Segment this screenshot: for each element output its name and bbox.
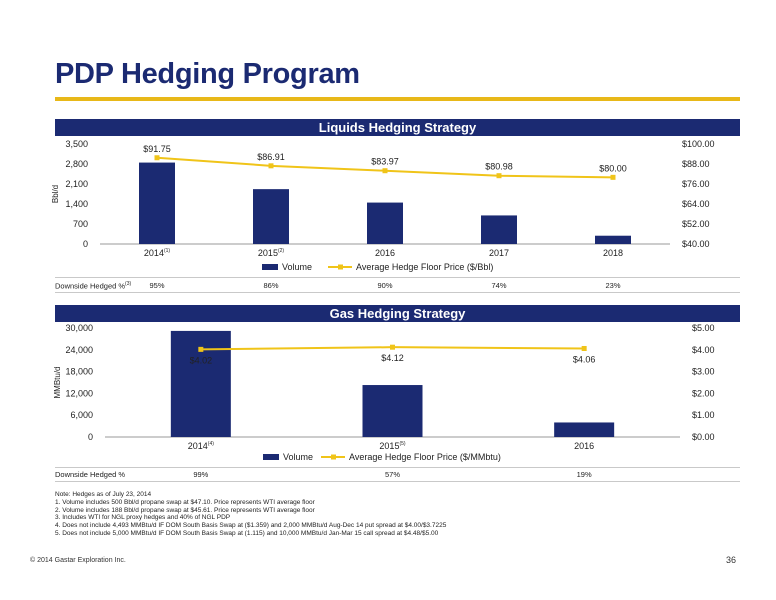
page-title: PDP Hedging Program bbox=[55, 58, 360, 90]
footnote-4: 4. Does not include 4,493 MMBtu/d IF DOM… bbox=[55, 522, 447, 530]
gas-hedged-value-1: 57% bbox=[384, 470, 400, 479]
gas-y2-tick: $1.00 bbox=[692, 410, 715, 420]
footnote-0: Note: Hedges as of July 23, 2014 bbox=[55, 491, 152, 498]
gas-price-label-2016: $4.06 bbox=[573, 354, 596, 364]
liquids-y2-tick: $64.00 bbox=[682, 199, 710, 209]
liquids-legend-volume-label: Volume bbox=[282, 262, 312, 272]
liquids-y-tick: 0 bbox=[83, 239, 88, 249]
gas-bar-2014 bbox=[170, 330, 231, 437]
liquids-y-label: Bbl/d bbox=[51, 185, 60, 203]
liquids-legend-volume-swatch bbox=[262, 264, 278, 270]
gas-separator bbox=[55, 467, 740, 468]
liquids-price-point-2018 bbox=[610, 174, 616, 180]
footnote-1: 1. Volume includes 500 Bbl/d propane swa… bbox=[55, 498, 315, 506]
gas-y-tick: 0 bbox=[88, 432, 93, 442]
liquids-y-tick: 700 bbox=[73, 219, 88, 229]
gas-banner: Gas Hedging Strategy bbox=[55, 305, 740, 322]
liquids-y-tick: 3,500 bbox=[65, 139, 88, 149]
liquids-category-2017: 2017 bbox=[489, 248, 509, 258]
liquids-separator bbox=[55, 277, 740, 278]
gas-category-2015: 2015(5) bbox=[379, 441, 405, 451]
liquids-y2-tick: $100.00 bbox=[682, 139, 715, 149]
liquids-hedged-value-1: 86% bbox=[263, 281, 279, 290]
liquids-hedged-value-4: 23% bbox=[605, 281, 621, 290]
gas-y2-tick: $5.00 bbox=[692, 323, 715, 333]
liquids-price-point-2016 bbox=[382, 168, 388, 174]
title-underline bbox=[55, 97, 740, 101]
gas-y2-tick: $4.00 bbox=[692, 345, 715, 355]
liquids-category-2018: 2018 bbox=[603, 248, 623, 258]
liquids-y2-tick: $40.00 bbox=[682, 239, 710, 249]
copyright: © 2014 Gastar Exploration Inc. bbox=[30, 557, 126, 564]
liquids-price-label-2015: $86.91 bbox=[257, 152, 285, 162]
gas-bar-2015 bbox=[362, 385, 423, 437]
gas-separator-bottom bbox=[55, 481, 740, 482]
gas-price-point-2015 bbox=[390, 344, 395, 350]
gas-y-label: MMBtu/d bbox=[53, 366, 62, 398]
liquids-y-tick: 1,400 bbox=[65, 199, 88, 209]
gas-category-2014: 2014(4) bbox=[188, 441, 214, 451]
gas-legend-volume-swatch bbox=[263, 454, 279, 460]
liquids-bar-2017 bbox=[481, 215, 517, 244]
gas-hedged-value-0: 99% bbox=[193, 470, 209, 479]
liquids-hedged-label: Downside Hedged %(3) bbox=[55, 281, 132, 291]
gas-y-tick: 24,000 bbox=[65, 345, 93, 355]
liquids-hedged-value-3: 74% bbox=[491, 281, 507, 290]
liquids-y-tick: 2,100 bbox=[65, 179, 88, 189]
gas-price-point-2016 bbox=[581, 345, 587, 351]
gas-category-2016: 2016 bbox=[574, 441, 594, 451]
gas-legend-volume-label: Volume bbox=[283, 452, 313, 462]
liquids-bar-2014 bbox=[139, 162, 175, 244]
gas-y-tick: 18,000 bbox=[65, 367, 93, 377]
liquids-banner: Liquids Hedging Strategy bbox=[55, 119, 740, 136]
footnote-5: 5. Does not include 5,000 MMBtu/d IF DOM… bbox=[55, 529, 439, 537]
liquids-category-2015: 2015(2) bbox=[258, 248, 284, 258]
liquids-price-label-2018: $80.00 bbox=[599, 163, 627, 173]
gas-hedged-value-2: 19% bbox=[576, 470, 592, 479]
gas-legend-price-label: Average Hedge Floor Price ($/MMbtu) bbox=[349, 452, 501, 462]
liquids-price-point-2015 bbox=[268, 163, 274, 169]
liquids-legend-price-label: Average Hedge Floor Price ($/Bbl) bbox=[356, 262, 493, 272]
footnote-3: 3. Includes WTI for NGL proxy hedges and… bbox=[55, 514, 231, 522]
gas-y2-tick: $3.00 bbox=[692, 367, 715, 377]
liquids-bar-2018 bbox=[595, 235, 631, 244]
liquids-price-label-2017: $80.98 bbox=[485, 162, 513, 172]
gas-y-tick: 12,000 bbox=[65, 388, 93, 398]
gas-bar-2016 bbox=[554, 422, 615, 437]
liquids-y-tick: 2,800 bbox=[65, 159, 88, 169]
liquids-legend-price-marker bbox=[338, 264, 343, 270]
gas-legend-price-marker bbox=[331, 454, 336, 460]
gas-price-point-2014 bbox=[198, 346, 204, 352]
page-number: 36 bbox=[726, 555, 737, 565]
gas-y2-tick: $2.00 bbox=[692, 388, 715, 398]
liquids-price-label-2014: $91.75 bbox=[143, 144, 171, 154]
gas-price-label-2014: $4.02 bbox=[190, 355, 213, 365]
liquids-hedged-value-0: 95% bbox=[149, 281, 165, 290]
gas-y-tick: 30,000 bbox=[65, 323, 93, 333]
gas-hedged-label: Downside Hedged % bbox=[55, 470, 126, 479]
liquids-category-2016: 2016 bbox=[375, 248, 395, 258]
liquids-bar-2015 bbox=[253, 189, 289, 244]
liquids-separator-bottom bbox=[55, 292, 740, 293]
liquids-price-point-2014 bbox=[154, 155, 160, 161]
liquids-hedged-value-2: 90% bbox=[377, 281, 393, 290]
gas-price-label-2015: $4.12 bbox=[381, 353, 404, 363]
liquids-y2-tick: $52.00 bbox=[682, 219, 710, 229]
gas-y2-tick: $0.00 bbox=[692, 432, 715, 442]
gas-y-tick: 6,000 bbox=[70, 410, 93, 420]
liquids-y2-tick: $76.00 bbox=[682, 179, 710, 189]
footnote-2: 2. Volume includes 188 Bbl/d propane swa… bbox=[55, 506, 315, 514]
liquids-y2-tick: $88.00 bbox=[682, 159, 710, 169]
liquids-price-label-2016: $83.97 bbox=[371, 157, 399, 167]
liquids-price-point-2017 bbox=[496, 173, 502, 179]
liquids-bar-2016 bbox=[367, 202, 403, 244]
liquids-category-2014: 2014(1) bbox=[144, 248, 170, 258]
footnotes: Note: Hedges as of July 23, 2014 1. Volum… bbox=[55, 491, 745, 538]
